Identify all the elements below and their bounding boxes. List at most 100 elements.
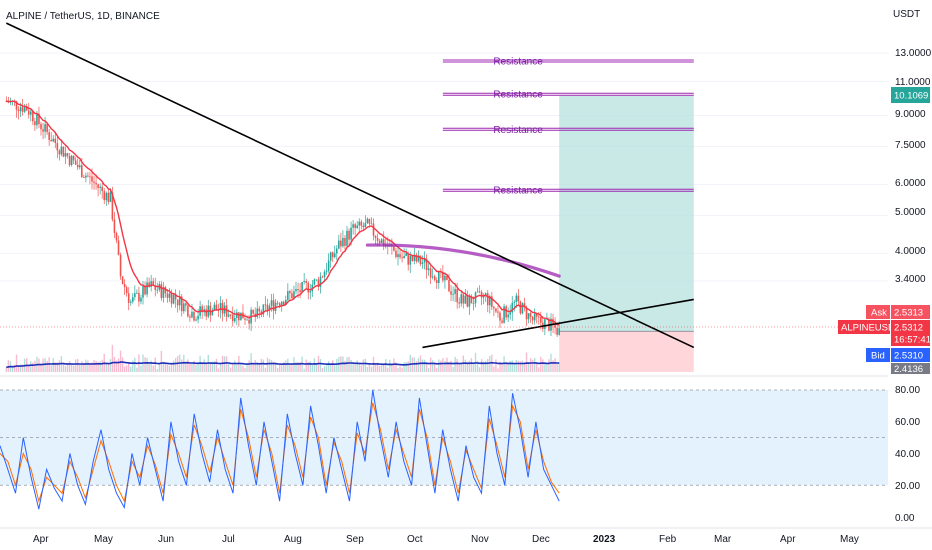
candle-body [219, 302, 222, 311]
candle-body [413, 254, 416, 261]
volume-bar [497, 368, 499, 372]
volume-bar [423, 359, 426, 372]
volume-bar [242, 365, 244, 372]
candle-body [360, 221, 363, 226]
candle-body [256, 308, 259, 317]
candle-body [54, 138, 57, 144]
candle-body [362, 225, 365, 228]
volume-bar [533, 357, 536, 372]
last-price-tag [891, 320, 930, 346]
candle-body [417, 255, 420, 262]
candle-body [321, 276, 324, 278]
candle-body [195, 319, 197, 321]
candle-body [537, 316, 540, 318]
candle-body [60, 146, 63, 155]
candle-body [456, 289, 458, 303]
volume-bar [52, 358, 54, 372]
ascending-trendline[interactable] [422, 298, 694, 349]
stop-price-value: 2.4136 [894, 364, 923, 375]
candle-body [183, 303, 185, 312]
candle-body [531, 316, 534, 321]
volume-bar [89, 363, 91, 372]
resistance-lines[interactable]: Resistance Resistance Resistance Resistance [442, 57, 694, 197]
volume-bar [234, 360, 236, 372]
candle-body [262, 304, 265, 315]
volume-bar [289, 363, 291, 372]
oscillator-axis[interactable]: 80.00 60.00 40.00 20.00 0.00 [895, 385, 920, 524]
ask-label-tag [866, 305, 890, 319]
volume-bar [64, 366, 67, 372]
volume-bar [387, 367, 389, 372]
volume-bar [160, 350, 163, 372]
volume-bar [427, 368, 430, 372]
oscillator-tick: 0.00 [895, 513, 915, 524]
time-axis[interactable]: Apr May Jun Jul Aug Sep Oct Nov Dec 2023… [33, 534, 859, 545]
volume-bar [211, 361, 214, 372]
candle-body [533, 313, 536, 321]
volume-bar [77, 358, 79, 372]
candle-body [95, 182, 97, 185]
candle-body [356, 225, 358, 229]
candle-body [509, 312, 511, 315]
candle-body [221, 302, 224, 314]
candle-body [19, 107, 22, 112]
volume-bar [429, 357, 432, 372]
volume-bar [405, 362, 407, 372]
candle-body [368, 218, 371, 224]
volume-bar [480, 359, 483, 372]
candle-body [150, 281, 152, 287]
volume-bar [527, 362, 530, 372]
volume-bar [260, 358, 263, 372]
candle-body [452, 293, 454, 295]
price-axis[interactable]: USDT 13.0000 11.0000 9.0000 7.5000 6.000… [893, 9, 932, 285]
candle-body [170, 293, 173, 304]
candle-body [178, 296, 181, 306]
volume-bar [519, 361, 522, 372]
volume-bar [283, 361, 285, 372]
candle-body [329, 252, 332, 261]
stoch-d-line [0, 402, 560, 503]
candle-body [323, 271, 326, 278]
descending-trendline[interactable] [5, 22, 695, 349]
candle-body [166, 293, 169, 298]
volume-bar [540, 356, 542, 372]
candle-body [225, 305, 228, 317]
bid-price-value: 2.5310 [894, 351, 923, 362]
volume-bar [305, 359, 307, 372]
volume-bar [181, 359, 183, 372]
price-pane[interactable]: Resistance Resistance Resistance Resistance [0, 0, 888, 372]
loss-zone [559, 331, 694, 372]
candle-body [97, 184, 99, 188]
time-label: Sep [346, 534, 364, 545]
volume-bar [444, 360, 446, 372]
time-label: Jul [222, 534, 235, 545]
volume-bar [544, 362, 546, 372]
candle-body [450, 291, 452, 295]
oscillator-pane[interactable] [0, 389, 888, 510]
candle-body [260, 311, 263, 315]
candle-body [40, 124, 42, 130]
candle-body [85, 175, 87, 178]
volume-bar [383, 363, 385, 372]
volume-bar [19, 364, 22, 372]
volume-bar [158, 363, 161, 372]
candle-body [448, 279, 450, 292]
volume-bar [287, 358, 289, 372]
candle-body [278, 303, 281, 306]
volume-bar [389, 359, 391, 372]
candle-body [115, 232, 118, 241]
candle-body [285, 299, 287, 305]
candle-body [72, 155, 75, 161]
volume-bar [513, 364, 515, 372]
candle-body [446, 275, 448, 280]
candle-body [101, 186, 103, 192]
candle-body [409, 255, 412, 265]
volume-bar [74, 359, 77, 372]
candle-body [193, 311, 195, 321]
volume-bar [195, 365, 197, 372]
symbol-tag-label: ALPINEUSDT [841, 323, 901, 334]
candle-body [76, 164, 79, 168]
time-label-year: 2023 [593, 534, 616, 545]
candle-body [435, 280, 438, 283]
